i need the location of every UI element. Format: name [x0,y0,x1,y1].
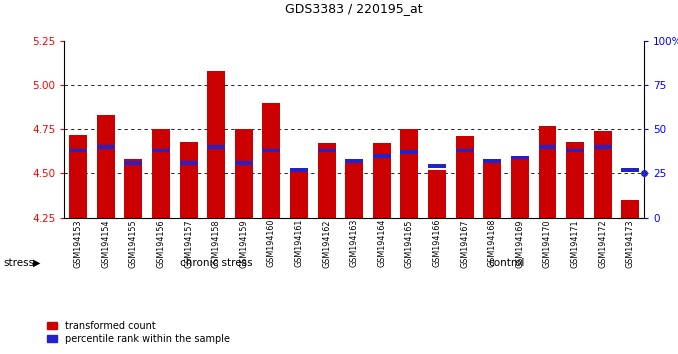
Bar [566,149,584,153]
Bar [318,143,336,218]
Text: ▶: ▶ [33,258,40,268]
Bar [97,115,115,218]
Bar [483,159,501,163]
Bar [456,136,474,218]
Bar [207,145,225,149]
Bar [373,143,391,218]
Bar [262,149,281,153]
Bar [373,154,391,158]
Bar [207,71,225,218]
Legend: transformed count, percentile rank within the sample: transformed count, percentile rank withi… [45,319,232,346]
Bar [345,159,363,163]
Bar [152,149,170,153]
Bar [180,161,197,165]
Bar [566,142,584,218]
Bar [290,168,308,172]
Bar [235,129,253,218]
Bar [235,161,253,165]
Bar [594,131,612,218]
Text: stress: stress [3,258,35,268]
Text: control: control [488,258,524,268]
Bar [401,129,418,218]
Bar [69,149,87,153]
Bar [401,150,418,154]
Bar [511,156,529,218]
Bar [511,156,529,160]
Bar [152,129,170,218]
Bar [262,103,281,218]
Bar [594,145,612,149]
Text: chronic stress: chronic stress [180,258,252,268]
Bar [538,126,557,218]
Bar [621,200,639,218]
Bar [125,159,142,218]
Bar [538,145,557,149]
Bar [345,159,363,218]
Bar [69,135,87,218]
Bar [125,161,142,165]
Bar [97,145,115,149]
Bar [428,170,446,218]
Bar [483,159,501,218]
Bar [318,149,336,153]
Bar [290,168,308,218]
Bar [456,149,474,153]
Bar [180,142,197,218]
Text: GDS3383 / 220195_at: GDS3383 / 220195_at [285,2,423,15]
Bar [428,164,446,169]
Bar [621,168,639,172]
